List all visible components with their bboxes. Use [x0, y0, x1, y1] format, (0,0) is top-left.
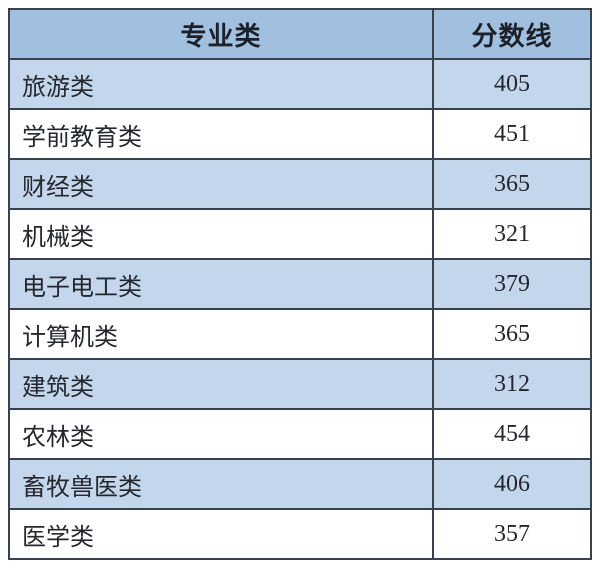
table-row: 旅游类 405	[8, 58, 592, 110]
score-cell: 406	[432, 458, 592, 510]
score-cell: 405	[432, 58, 592, 110]
table-row: 医学类 357	[8, 508, 592, 560]
table-row: 农林类 454	[8, 408, 592, 460]
table-row: 建筑类 312	[8, 358, 592, 410]
category-cell: 计算机类	[8, 308, 434, 360]
score-cell: 451	[432, 108, 592, 160]
table-row: 机械类 321	[8, 208, 592, 260]
category-cell: 畜牧兽医类	[8, 458, 434, 510]
category-cell: 医学类	[8, 508, 434, 560]
header-cell-score: 分数线	[432, 8, 592, 60]
header-row: 专业类 分数线	[8, 8, 592, 60]
score-cell: 454	[432, 408, 592, 460]
table-row: 学前教育类 451	[8, 108, 592, 160]
score-cell: 357	[432, 508, 592, 560]
score-cell: 365	[432, 158, 592, 210]
table-row: 畜牧兽医类 406	[8, 458, 592, 510]
score-cell: 365	[432, 308, 592, 360]
table-row: 电子电工类 379	[8, 258, 592, 310]
score-cell: 379	[432, 258, 592, 310]
category-cell: 建筑类	[8, 358, 434, 410]
category-cell: 财经类	[8, 158, 434, 210]
score-table: 专业类 分数线 旅游类 405 学前教育类 451 财经类 365 机械类 32…	[8, 8, 592, 560]
category-cell: 学前教育类	[8, 108, 434, 160]
table-row: 财经类 365	[8, 158, 592, 210]
category-cell: 电子电工类	[8, 258, 434, 310]
category-cell: 机械类	[8, 208, 434, 260]
header-cell-category: 专业类	[8, 8, 434, 60]
score-cell: 321	[432, 208, 592, 260]
score-cell: 312	[432, 358, 592, 410]
category-cell: 农林类	[8, 408, 434, 460]
table-row: 计算机类 365	[8, 308, 592, 360]
category-cell: 旅游类	[8, 58, 434, 110]
